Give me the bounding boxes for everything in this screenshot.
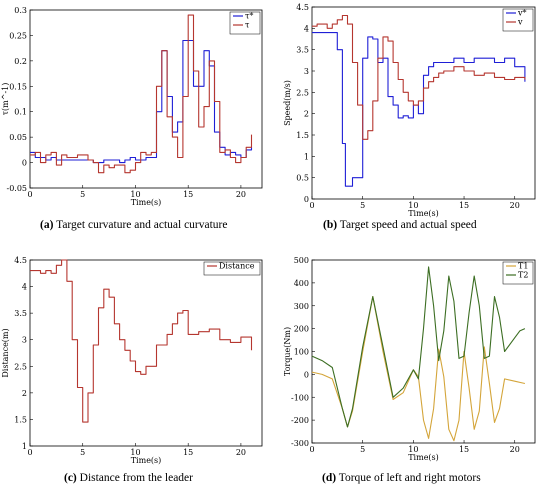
x-tick-label: 5 xyxy=(360,201,365,210)
x-tick-label: 5 xyxy=(360,445,365,454)
y-tick-label: 2 xyxy=(304,110,309,119)
y-tick-label: 0.5 xyxy=(296,174,309,183)
y-tick-label: 0 xyxy=(304,195,309,204)
legend-label: v* xyxy=(517,9,527,18)
caption-d: (d) Torque of left and right motors xyxy=(322,472,481,484)
x-tick-label: 0 xyxy=(309,445,314,454)
x-axis-label: Time(s) xyxy=(131,456,162,465)
y-tick-label: 400 xyxy=(294,279,309,288)
legend-label: τ xyxy=(245,21,250,30)
series-line-Distance xyxy=(30,259,253,423)
y-tick-label: 200 xyxy=(294,325,309,334)
caption-d-letter: (d) xyxy=(322,472,337,484)
y-tick-label: 1 xyxy=(304,152,309,161)
legend-box xyxy=(502,261,534,285)
y-tick-label: 100 xyxy=(294,348,309,357)
legend-box xyxy=(203,261,261,276)
y-tick-label: 2.5 xyxy=(296,88,309,97)
caption-c-letter: (c) xyxy=(64,472,77,484)
y-tick-label: 0.1 xyxy=(14,108,27,117)
y-tick-label: 4 xyxy=(22,283,27,292)
legend-label: T1 xyxy=(518,262,528,271)
x-tick-label: 10 xyxy=(130,190,140,199)
x-tick-label: 10 xyxy=(408,201,418,210)
x-tick-label: 0 xyxy=(27,190,32,199)
caption-a-letter: (a) xyxy=(40,219,54,231)
caption-a: (a) Target curvature and actual curvatur… xyxy=(40,219,227,231)
caption-c: (c) Distance from the leader xyxy=(64,472,193,484)
series-line-v xyxy=(312,14,526,140)
y-tick-label: 4.5 xyxy=(14,256,27,265)
y-tick-label: 3 xyxy=(22,336,27,345)
y-tick-label: 0.15 xyxy=(9,82,27,91)
x-tick-label: 5 xyxy=(80,448,85,457)
y-tick-label: 0.05 xyxy=(9,133,27,142)
plot-frame xyxy=(29,259,263,447)
y-tick-label: 1 xyxy=(22,442,27,451)
legend-label: τ* xyxy=(245,12,253,21)
x-tick-label: 10 xyxy=(408,445,418,454)
chart-3: 0 5 10 15 20 -300 -200 -100 0 100 200 300 400 500 Time… xyxy=(283,256,536,462)
legend-box xyxy=(229,11,261,35)
y-tick-label: 4 xyxy=(304,24,309,33)
x-tick-label: 5 xyxy=(80,190,85,199)
legend-label: v xyxy=(517,18,523,27)
y-axis-label: Distance(m) xyxy=(1,328,10,377)
y-axis-label: Speed(m/s) xyxy=(283,80,292,126)
caption-b-letter: (b) xyxy=(323,219,338,231)
series-line-T2 xyxy=(311,266,526,428)
chart-0: 0 5 10 15 20-0.0500.050.10.150.20.250.3Time(… xyxy=(1,6,263,207)
legend-label: T2 xyxy=(518,271,528,280)
y-tick-label: -300 xyxy=(291,439,309,448)
plot-frame xyxy=(29,9,263,189)
y-tick-label: 500 xyxy=(294,256,309,265)
plot-frame xyxy=(311,6,536,200)
x-tick-label: 0 xyxy=(309,201,314,210)
y-tick-label: 0 xyxy=(22,159,27,168)
legend-label: Distance xyxy=(219,262,255,271)
x-tick-label: 20 xyxy=(236,190,246,199)
y-tick-label: 0.25 xyxy=(9,31,27,40)
x-tick-label: 20 xyxy=(510,445,520,454)
y-tick-label: -0.05 xyxy=(6,184,27,193)
x-tick-label: 0 xyxy=(27,448,32,457)
x-axis-label: Time(s) xyxy=(408,209,439,218)
y-axis-label: Torque(Nm) xyxy=(283,327,292,376)
caption-a-text: Target curvature and actual curvature xyxy=(56,219,228,231)
series-line-v* xyxy=(312,32,526,187)
x-axis-label: Time(s) xyxy=(131,198,162,207)
y-axis-label: τ(m^-1) xyxy=(1,83,10,116)
y-tick-label: 0.3 xyxy=(14,6,27,15)
x-tick-label: 15 xyxy=(459,445,469,454)
y-tick-label: 1.5 xyxy=(14,415,27,424)
caption-b: (b) Target speed and actual speed xyxy=(323,219,477,231)
x-axis-label: Time(s) xyxy=(408,453,439,462)
series-line-τ xyxy=(30,14,253,174)
x-tick-label: 15 xyxy=(183,190,193,199)
y-tick-label: 0 xyxy=(304,370,309,379)
y-tick-label: 0.2 xyxy=(14,57,27,66)
chart-2: 0 5 10 15 20 1 1.5 2 2.5 3 3.5 4 4.5 Time(s) Distance(… xyxy=(1,256,263,465)
y-tick-label: -200 xyxy=(291,416,309,425)
y-tick-label: 3.5 xyxy=(296,46,309,55)
x-tick-label: 20 xyxy=(236,448,246,457)
y-tick-label: 2 xyxy=(22,389,27,398)
caption-b-text: Target speed and actual speed xyxy=(339,219,477,231)
y-tick-label: 300 xyxy=(294,302,309,311)
x-tick-label: 15 xyxy=(459,201,469,210)
y-tick-label: 3.5 xyxy=(14,309,27,318)
y-tick-label: -100 xyxy=(291,393,309,402)
y-tick-label: 3 xyxy=(304,67,309,76)
caption-d-text: Torque of left and right motors xyxy=(338,472,481,484)
x-tick-label: 10 xyxy=(130,448,140,457)
caption-c-text: Distance from the leader xyxy=(79,472,193,484)
x-tick-label: 15 xyxy=(183,448,193,457)
x-tick-label: 20 xyxy=(510,201,520,210)
y-tick-label: 2.5 xyxy=(14,362,27,371)
chart-1: 0 5 10 15 20 0 0.5 1 1.5 2 2.5 3 3.5 4 4.5 Time(s) Speed… xyxy=(283,3,536,218)
legend-box xyxy=(502,8,534,32)
y-tick-label: 1.5 xyxy=(296,131,309,140)
y-tick-label: 4.5 xyxy=(296,3,309,12)
